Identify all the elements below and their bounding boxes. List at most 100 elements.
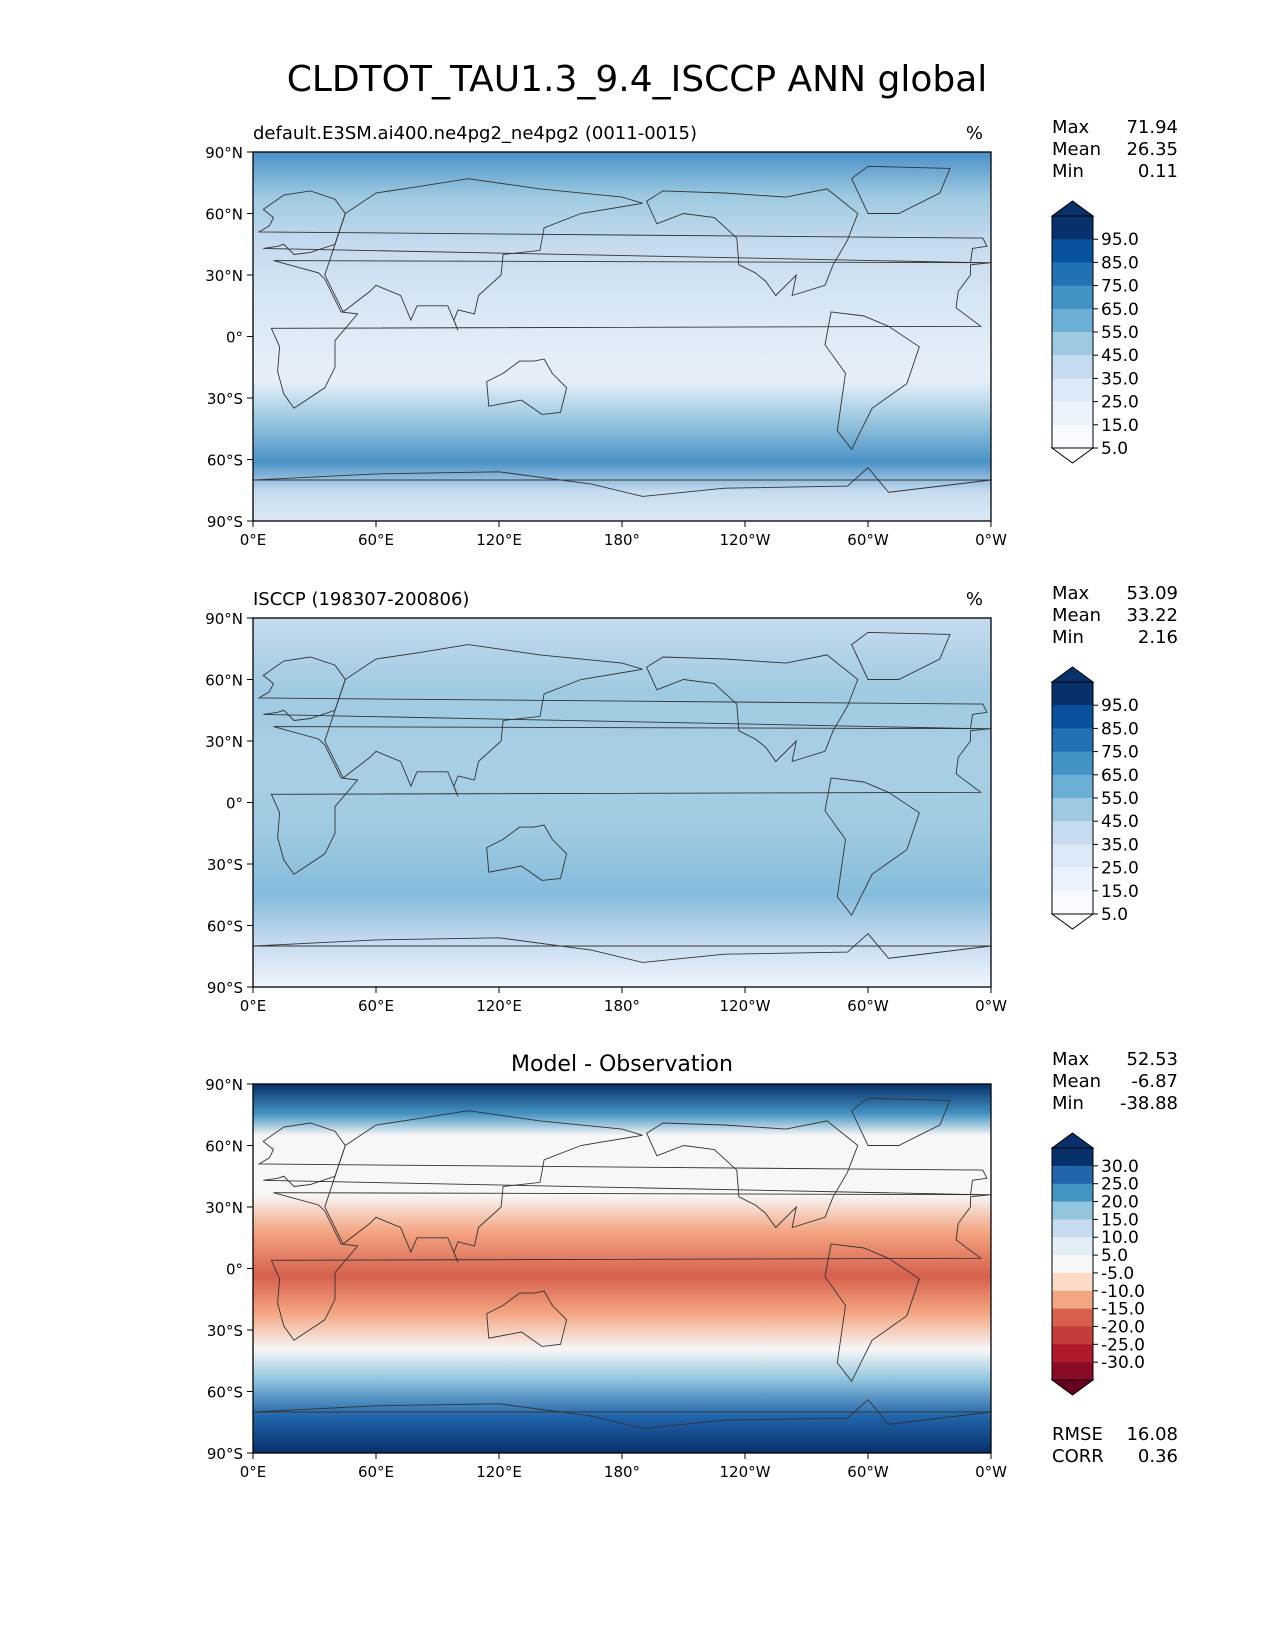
- lat-tick-label: 90°S: [207, 979, 243, 997]
- lat-tick-label: 30°N: [205, 267, 243, 285]
- panel-units: %: [966, 123, 983, 144]
- lon-tick-label: 180°: [604, 997, 640, 1015]
- coastline-7: [252, 467, 992, 497]
- colorbar-label: -15.0: [1101, 1300, 1145, 1320]
- colorbar: 95.0 85.0 75.0 65.0 55.0 45.0 35.0 25.0 15.0 5.0: [1050, 200, 1139, 464]
- colorbar-label: 25.0: [1101, 393, 1139, 413]
- colorbar-label: 30.0: [1101, 1157, 1139, 1177]
- colorbar-swatch: [1052, 401, 1093, 426]
- coastline-3: [486, 824, 568, 881]
- lon-tick-label: 0°E: [240, 997, 267, 1015]
- stat-value-corr: 0.36: [1138, 1446, 1178, 1467]
- colorbar-label: 5.0: [1101, 905, 1128, 925]
- stat-value-mean: -6.87: [1131, 1071, 1178, 1092]
- lon-tick-label: 60°E: [358, 531, 394, 549]
- coastline-2: [324, 644, 643, 797]
- stat-value-max: 52.53: [1126, 1049, 1178, 1070]
- colorbar-label: 10.0: [1101, 1228, 1139, 1248]
- colorbar-swatch: [1052, 798, 1093, 822]
- lon-tick-label: 180°: [604, 531, 640, 549]
- colorbar-label: 35.0: [1101, 369, 1139, 389]
- colorbar-label: 15.0: [1101, 882, 1139, 902]
- stat-label-rmse: RMSE: [1052, 1424, 1103, 1445]
- lat-tick-label: 90°S: [207, 1445, 243, 1463]
- colorbar-top-extend: [1050, 200, 1095, 217]
- stat-label-max: Max: [1052, 1049, 1090, 1070]
- coastline-2: [324, 1110, 643, 1263]
- lon-tick-label: 60°W: [847, 531, 889, 549]
- lon-tick-label: 0°E: [240, 1463, 267, 1481]
- colorbar-swatch: [1052, 1272, 1093, 1292]
- colorbar-label: -25.0: [1101, 1335, 1145, 1355]
- lon-tick-label: 120°E: [476, 1463, 522, 1481]
- map-field: [253, 152, 991, 521]
- colorbar-swatch: [1052, 1326, 1093, 1345]
- lon-tick-label: 0°W: [975, 1463, 1007, 1481]
- lat-tick-label: 60°S: [207, 452, 243, 470]
- colorbar-swatch: [1052, 1183, 1093, 1203]
- colorbar-frame: [1051, 1147, 1094, 1381]
- colorbar-swatch: [1052, 1219, 1093, 1238]
- lon-tick-label: 60°W: [847, 997, 889, 1015]
- colorbar-swatch: [1052, 378, 1093, 403]
- coastline-5: [824, 777, 920, 917]
- panel-left-title: ISCCP (198307-200806): [253, 589, 469, 610]
- colorbar-label: 15.0: [1101, 416, 1139, 436]
- colorbar-swatch: [1052, 1148, 1093, 1167]
- colorbar-swatch: [1052, 285, 1093, 310]
- coastline-1: [257, 656, 988, 730]
- lat-tick-label: 0°: [226, 329, 243, 347]
- colorbar-label: 75.0: [1101, 743, 1139, 763]
- stat-value-min: -38.88: [1120, 1093, 1178, 1114]
- lat-tick-label: 90°N: [205, 1076, 243, 1094]
- lon-tick-label: 60°E: [358, 997, 394, 1015]
- coastline-4: [646, 1120, 859, 1229]
- figure-title: CLDTOT_TAU1.3_9.4_ISCCP ANN global: [287, 59, 988, 100]
- colorbar-swatch: [1052, 682, 1093, 706]
- colorbar-label: -5.0: [1101, 1264, 1134, 1284]
- lon-tick-label: 120°E: [476, 531, 522, 549]
- colorbar-label: 85.0: [1101, 719, 1139, 739]
- colorbar-swatch: [1052, 821, 1093, 845]
- colorbar-label: 85.0: [1101, 253, 1139, 273]
- colorbar-label: 95.0: [1101, 696, 1139, 716]
- colorbar-label: 25.0: [1101, 1175, 1139, 1195]
- colorbar-top-extend: [1050, 1132, 1095, 1149]
- colorbar-top-extend: [1050, 666, 1095, 683]
- colorbar-swatch: [1052, 262, 1093, 287]
- lat-tick-label: 30°N: [205, 1199, 243, 1217]
- lon-tick-label: 120°E: [476, 997, 522, 1015]
- colorbar-swatch: [1052, 216, 1093, 240]
- lat-tick-label: 60°N: [205, 206, 243, 224]
- stat-label-min: Min: [1052, 1093, 1084, 1114]
- lat-tick-label: 0°: [226, 1261, 243, 1279]
- stat-value-mean: 26.35: [1126, 139, 1178, 160]
- coastlines: [252, 165, 992, 497]
- stat-value-max: 71.94: [1126, 117, 1178, 138]
- panel-left-title: default.E3SM.ai400.ne4pg2_ne4pg2 (0011-0…: [253, 123, 697, 144]
- lat-tick-label: 90°S: [207, 513, 243, 531]
- coastline-4: [646, 654, 859, 763]
- colorbar-label: 25.0: [1101, 859, 1139, 879]
- coastline-0: [270, 1192, 992, 1341]
- stat-label-max: Max: [1052, 117, 1090, 138]
- lon-tick-label: 60°E: [358, 1463, 394, 1481]
- colorbar-label: 5.0: [1101, 1246, 1128, 1266]
- colorbar-swatch: [1052, 239, 1093, 263]
- colorbar-bottom-extend: [1050, 447, 1095, 464]
- panel-units: %: [966, 589, 983, 610]
- stat-label-corr: CORR: [1052, 1446, 1104, 1467]
- coastline-6: [851, 165, 951, 214]
- lon-tick-label: 60°W: [847, 1463, 889, 1481]
- map-field: [253, 1084, 991, 1453]
- colorbar-label: 45.0: [1101, 812, 1139, 832]
- stat-label-mean: Mean: [1052, 139, 1101, 160]
- colorbar-swatch: [1052, 1344, 1093, 1363]
- panel-reference-observation: 90°N 60°N 30°N 0° 30°S 60°S 90°S0°E 60°E 120°E 18…: [205, 583, 1178, 1015]
- colorbar-swatch: [1052, 1201, 1093, 1220]
- coastline-3: [486, 1290, 568, 1347]
- coastline-0: [270, 260, 992, 409]
- stat-label-max: Max: [1052, 583, 1090, 604]
- lat-tick-label: 60°N: [205, 1138, 243, 1156]
- colorbar-label: -30.0: [1101, 1353, 1145, 1373]
